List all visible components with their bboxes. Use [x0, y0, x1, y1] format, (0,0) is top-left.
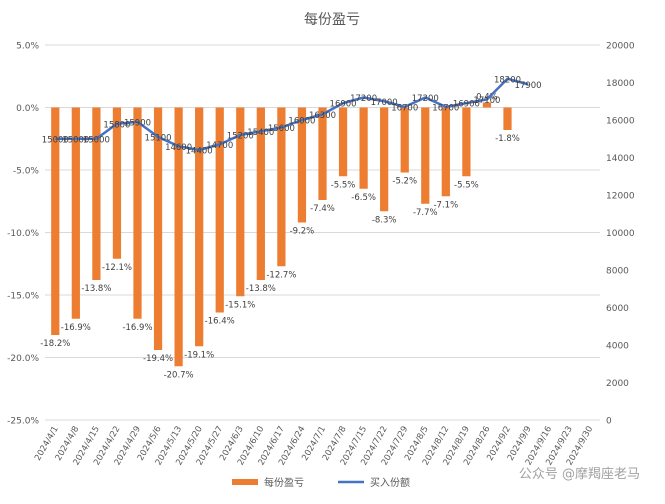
- chart-title: 每份盈亏: [304, 12, 360, 28]
- bar: [256, 107, 265, 280]
- bar: [112, 107, 122, 259]
- bar: [380, 107, 389, 212]
- bar-data-label: -12.7%: [266, 270, 296, 280]
- bar-data-label: -12.1%: [102, 263, 132, 273]
- y-right-tick-label: 20000: [606, 42, 635, 52]
- y-left-tick-label: -20.0%: [7, 354, 39, 364]
- bar-data-label: -18.2%: [40, 339, 70, 349]
- bar-data-label: -13.8%: [81, 284, 111, 294]
- bar-data-label: -16.9%: [61, 323, 91, 333]
- bar-data-label: -9.2%: [290, 227, 315, 237]
- line-data-label: 15900: [124, 118, 151, 128]
- y-left-tick-label: -5.0%: [13, 167, 40, 177]
- bar: [338, 107, 348, 177]
- line-data-label: 16900: [453, 100, 480, 110]
- bar: [153, 107, 163, 350]
- bar-data-label: -5.5%: [454, 180, 479, 190]
- bar-data-label: 0.4%: [476, 93, 498, 103]
- line-data-label: 16700: [391, 103, 418, 113]
- line-data-label: 15000: [83, 135, 110, 145]
- bar-data-label: -15.1%: [225, 300, 255, 310]
- bar: [133, 107, 142, 319]
- bar: [359, 107, 368, 189]
- y-right-tick-label: 0: [606, 417, 612, 427]
- bar: [297, 107, 307, 223]
- bar: [441, 107, 450, 197]
- line-data-label: 15800: [103, 120, 130, 130]
- y-right-tick-label: 16000: [606, 117, 635, 127]
- bar: [236, 107, 245, 297]
- y-right-tick-label: 12000: [606, 192, 635, 202]
- line-data-label: 16300: [309, 111, 336, 121]
- line-data-label: 17200: [412, 94, 439, 104]
- y-left-tick-label: -15.0%: [7, 292, 39, 302]
- bar-data-label: -6.5%: [351, 193, 376, 203]
- bar-data-label: -16.4%: [205, 317, 235, 327]
- line-data-label: 14700: [206, 141, 233, 151]
- bar-data-label: -5.5%: [331, 180, 356, 190]
- y-right-tick-label: 10000: [606, 229, 635, 239]
- bar-data-label: -7.4%: [310, 204, 335, 214]
- bar-data-label: -20.7%: [164, 370, 194, 380]
- y-left-tick-label: 0.0%: [16, 104, 39, 114]
- y-left-tick-label: -25.0%: [7, 417, 39, 427]
- line-data-label: 15200: [227, 132, 254, 142]
- line-data-label: 17200: [350, 94, 377, 104]
- legend-bar-label: 每份盈亏: [264, 476, 304, 489]
- line-data-label: 14600: [165, 143, 192, 153]
- bar: [462, 107, 471, 177]
- bar-data-label: -16.9%: [122, 323, 152, 333]
- legend-line-label: 买入份额: [370, 476, 410, 489]
- bar: [195, 107, 204, 347]
- bar: [51, 107, 60, 335]
- bar-data-label: -5.2%: [392, 177, 417, 187]
- legend-bar-swatch: [232, 479, 258, 485]
- bar-data-label: -19.1%: [184, 350, 214, 360]
- line-data-label: 15400: [247, 128, 274, 138]
- y-left-tick-label: 5.0%: [16, 42, 39, 52]
- bar-data-label: -8.3%: [372, 215, 397, 225]
- bar-data-label: -13.8%: [246, 284, 276, 294]
- bar-data-label: -7.1%: [433, 200, 458, 210]
- line-data-label: 16000: [288, 117, 315, 127]
- bar: [277, 107, 286, 267]
- line-data-label: 16700: [432, 103, 459, 113]
- bar: [215, 107, 224, 313]
- bar-data-label: -1.8%: [495, 134, 520, 144]
- watermark-text: 公众号 @摩羯座老马: [519, 466, 640, 482]
- y-left-tick-label: -10.0%: [7, 229, 39, 239]
- y-right-tick-label: 8000: [606, 267, 629, 277]
- line-data-label: 15000: [42, 135, 69, 145]
- bar: [71, 107, 80, 319]
- y-right-tick-label: 14000: [606, 154, 635, 164]
- bar: [92, 107, 101, 280]
- y-right-tick-label: 4000: [606, 342, 629, 352]
- line-data-label: 15000: [62, 135, 89, 145]
- line-data-label: 17900: [515, 81, 542, 91]
- bar: [174, 107, 183, 367]
- line-data-label: 15600: [268, 124, 295, 134]
- y-right-tick-label: 6000: [606, 304, 629, 314]
- line-data-label: 15100: [145, 133, 172, 143]
- line-series: [55, 77, 529, 152]
- bar: [318, 107, 327, 200]
- line-data-label: 14400: [186, 147, 213, 157]
- bar-data-label: -7.7%: [413, 208, 438, 218]
- y-right-tick-label: 2000: [606, 379, 629, 389]
- line-data-label: 18200: [494, 75, 521, 85]
- line-data-label: 17000: [371, 98, 398, 108]
- bar: [421, 107, 430, 204]
- line-data-label: 17100: [473, 96, 500, 106]
- bar: [400, 107, 409, 173]
- line-data-label: 16900: [330, 100, 357, 110]
- bar: [482, 102, 492, 108]
- bar-data-label: -19.4%: [143, 354, 173, 364]
- y-right-tick-label: 18000: [606, 79, 635, 89]
- bar: [503, 107, 512, 130]
